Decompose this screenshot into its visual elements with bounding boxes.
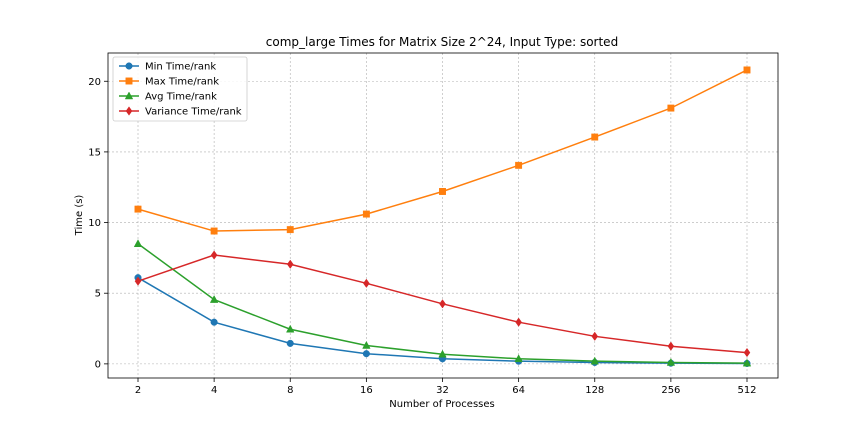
data-point [209, 295, 219, 303]
legend-marker [125, 77, 133, 85]
x-tick-label: 32 [436, 385, 449, 396]
data-point [286, 324, 295, 333]
x-tick-label: 4 [211, 385, 217, 396]
x-tick-label: 512 [737, 385, 756, 396]
data-point [667, 104, 675, 112]
x-tick-label: 8 [287, 385, 293, 396]
data-point [210, 318, 218, 326]
series-avg-time-rank [133, 239, 752, 367]
series-variance-time-rank [134, 250, 751, 358]
data-point [210, 227, 218, 235]
data-point [362, 210, 370, 218]
series-max-time-rank [134, 66, 751, 235]
data-point [591, 331, 599, 341]
data-point [210, 250, 218, 260]
data-point [362, 350, 370, 358]
legend: Min Time/rank Max Time/rank Avg Time/rank V… [112, 56, 248, 122]
data-point [743, 66, 751, 74]
data-point [286, 339, 294, 347]
data-point [743, 347, 751, 358]
data-point [514, 354, 523, 363]
y-tick-label: 0 [95, 359, 101, 370]
plot-area [107, 52, 779, 379]
x-tick-label: 256 [661, 385, 680, 396]
y-tick-label: 15 [88, 147, 101, 158]
legend-item: Min Time/rank [119, 62, 216, 73]
legend-item: Max Time/rank [119, 77, 219, 88]
legend-label: Avg Time/rank [145, 92, 217, 103]
data-point [591, 133, 599, 141]
data-point [666, 357, 676, 366]
y-tick-label: 5 [95, 289, 101, 300]
data-point [133, 239, 143, 248]
legend-label: Variance Time/rank [145, 107, 242, 118]
data-point [742, 358, 752, 367]
data-point [286, 226, 294, 234]
data-point [590, 356, 599, 365]
x-tick-label: 128 [585, 385, 604, 396]
data-point [363, 278, 370, 288]
data-point [286, 259, 294, 269]
data-point [438, 349, 447, 358]
legend-marker [124, 91, 134, 100]
x-tick-label: 2 [135, 385, 141, 396]
x-tick-label: 64 [512, 385, 525, 396]
data-point [515, 317, 522, 327]
y-axis: 0 5 10 15 20 [88, 77, 108, 370]
data-point [439, 188, 446, 195]
data-point [667, 341, 675, 351]
y-tick-label: 20 [88, 77, 101, 88]
legend-box [112, 56, 248, 122]
data-point [134, 276, 142, 286]
legend-marker [125, 62, 133, 70]
legend-label: Min Time/rank [145, 62, 216, 73]
x-axis-label: Number of Processes [389, 399, 494, 410]
legend-label: Max Time/rank [145, 77, 219, 88]
legend-marker [125, 106, 133, 116]
chart-title: comp_large Times for Matrix Size 2^24, I… [266, 35, 618, 49]
data-point [362, 340, 371, 349]
series-layer [133, 66, 752, 367]
x-tick-label: 16 [360, 385, 373, 396]
legend-item: Avg Time/rank [119, 91, 217, 103]
x-axis: 2 4 8 16 32 64 128 256 512 [135, 378, 757, 396]
legend-item: Variance Time/rank [119, 106, 242, 118]
y-tick-label: 10 [88, 218, 101, 229]
data-point [515, 161, 523, 169]
data-point [134, 205, 142, 213]
y-axis-label: Time (s) [74, 195, 85, 237]
data-point [439, 299, 446, 309]
